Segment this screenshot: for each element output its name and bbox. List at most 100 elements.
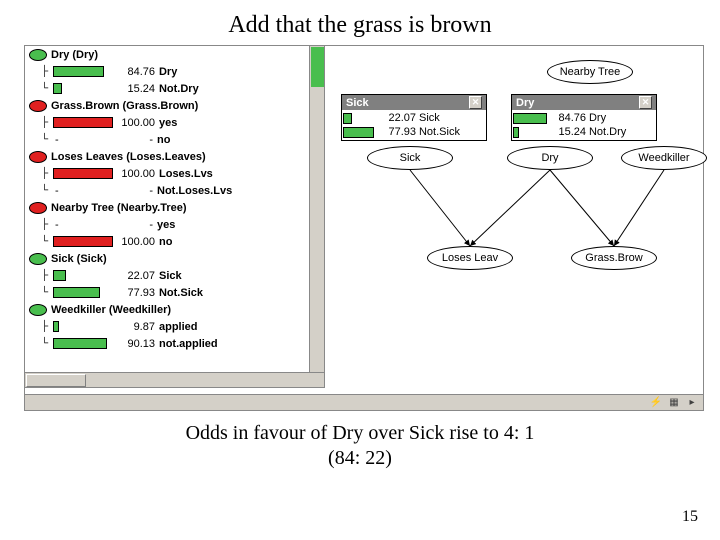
state-value: 100.00 bbox=[115, 168, 159, 180]
popup-state-value: 84.76 bbox=[555, 112, 589, 124]
state-label: Loses.Lvs bbox=[159, 168, 213, 180]
state-value: 15.24 bbox=[115, 83, 159, 95]
popup-titlebar[interactable]: Sick ✕ bbox=[342, 95, 486, 110]
belief-panel: Dry (Dry)├84.76Dry└15.24Not.DryGrass.Bro… bbox=[25, 46, 325, 388]
page-title: Add that the grass is brown bbox=[0, 0, 720, 45]
node-header[interactable]: Dry (Dry) bbox=[29, 46, 324, 63]
monitor-popup-sick[interactable]: Sick ✕ 22.07 Sick 77.93Not.Sick bbox=[341, 94, 487, 141]
popup-state-row: 15.24Not.Dry bbox=[513, 125, 655, 139]
node-header[interactable]: Grass.Brown (Grass.Brown) bbox=[29, 97, 324, 114]
node-header[interactable]: Nearby Tree (Nearby.Tree) bbox=[29, 199, 324, 216]
state-row[interactable]: └--Not.Loses.Lvs bbox=[29, 182, 324, 199]
node-header[interactable]: Loses Leaves (Loses.Leaves) bbox=[29, 148, 324, 165]
diagram-edge bbox=[614, 170, 664, 246]
evidence-node-icon bbox=[29, 202, 47, 214]
status-bar: ⚡ ▦ ▸ bbox=[25, 394, 703, 410]
state-value: - bbox=[113, 134, 157, 146]
popup-state-value: 22.07 bbox=[385, 112, 419, 124]
monitor-popup-dry[interactable]: Dry ✕ 84.76Dry15.24Not.Dry bbox=[511, 94, 657, 141]
diagram-edge bbox=[470, 170, 550, 246]
popup-state-value: 15.24 bbox=[555, 126, 589, 138]
state-row[interactable]: └100.00no bbox=[29, 233, 324, 250]
popup-body: 84.76Dry15.24Not.Dry bbox=[512, 110, 656, 140]
popup-title-label: Sick bbox=[346, 97, 369, 109]
state-bar bbox=[53, 236, 113, 247]
lightning-icon[interactable]: ⚡ bbox=[649, 396, 663, 410]
state-bar bbox=[53, 117, 113, 128]
state-row[interactable]: └--no bbox=[29, 131, 324, 148]
diagram-edge bbox=[410, 170, 470, 246]
state-row[interactable]: ├84.76Dry bbox=[29, 63, 324, 80]
state-value: 77.93 bbox=[115, 287, 159, 299]
app-workspace: Dry (Dry)├84.76Dry└15.24Not.DryGrass.Bro… bbox=[24, 45, 704, 411]
state-bar bbox=[53, 287, 100, 298]
vertical-scrollbar[interactable] bbox=[309, 46, 324, 388]
popup-state-label: Dry bbox=[589, 112, 606, 124]
state-label: Not.Loses.Lvs bbox=[157, 185, 232, 197]
state-value: 84.76 bbox=[115, 66, 159, 78]
state-bar-empty: - bbox=[53, 185, 113, 197]
state-bar-empty: - bbox=[53, 134, 113, 146]
state-row[interactable]: ├9.87applied bbox=[29, 318, 324, 335]
state-label: not.applied bbox=[159, 338, 218, 350]
state-label: yes bbox=[157, 219, 175, 231]
state-value: 9.87 bbox=[115, 321, 159, 333]
state-label: Sick bbox=[159, 270, 182, 282]
popup-state-value: 77.93 bbox=[385, 126, 419, 138]
diagram-node-weedkiller[interactable]: Weedkiller bbox=[621, 146, 707, 170]
state-bar bbox=[53, 338, 107, 349]
popup-state-label: Not.Sick bbox=[419, 126, 460, 138]
horizontal-scrollbar[interactable] bbox=[25, 372, 324, 387]
state-value: 100.00 bbox=[115, 236, 159, 248]
tree-connector-icon: ├ bbox=[41, 168, 53, 179]
slide-caption: Odds in favour of Dry over Sick rise to … bbox=[0, 421, 720, 471]
scroll-thumb[interactable] bbox=[26, 374, 86, 387]
state-label: Dry bbox=[159, 66, 177, 78]
state-value: 22.07 bbox=[115, 270, 159, 282]
state-row[interactable]: └ 90.13not.applied bbox=[29, 335, 324, 352]
state-row[interactable]: ├ 22.07Sick bbox=[29, 267, 324, 284]
caption-line-2: (84: 22) bbox=[0, 446, 720, 471]
close-icon[interactable]: ✕ bbox=[469, 96, 482, 109]
popup-titlebar[interactable]: Dry ✕ bbox=[512, 95, 656, 110]
popup-state-row: 84.76Dry bbox=[513, 111, 655, 125]
state-bar bbox=[53, 270, 66, 281]
state-row[interactable]: ├ 100.00Loses.Lvs bbox=[29, 165, 324, 182]
state-label: no bbox=[159, 236, 172, 248]
page-number: 15 bbox=[682, 508, 698, 526]
state-row[interactable]: └77.93Not.Sick bbox=[29, 284, 324, 301]
belief-panel-content: Dry (Dry)├84.76Dry└15.24Not.DryGrass.Bro… bbox=[25, 46, 324, 352]
state-value: 100.00 bbox=[115, 117, 159, 129]
node-label: Nearby Tree (Nearby.Tree) bbox=[51, 202, 187, 214]
node-header[interactable]: Weedkiller (Weedkiller) bbox=[29, 301, 324, 318]
diagram-node-sick[interactable]: Sick bbox=[367, 146, 453, 170]
node-label: Weedkiller (Weedkiller) bbox=[51, 304, 171, 316]
close-icon[interactable]: ✕ bbox=[639, 96, 652, 109]
play-icon[interactable]: ▸ bbox=[685, 396, 699, 410]
popup-state-bar bbox=[343, 127, 374, 138]
diagram-node-nearby-tree[interactable]: Nearby Tree bbox=[547, 60, 633, 84]
tree-connector-icon: ├ bbox=[41, 270, 53, 281]
popup-title-label: Dry bbox=[516, 97, 534, 109]
state-value: - bbox=[113, 219, 157, 231]
node-label: Sick (Sick) bbox=[51, 253, 107, 265]
tree-connector-icon: └ bbox=[41, 185, 53, 196]
tree-connector-icon: ├ bbox=[41, 117, 53, 128]
state-value: 90.13 bbox=[115, 338, 159, 350]
caption-line-1: Odds in favour of Dry over Sick rise to … bbox=[0, 421, 720, 446]
diagram-node-dry[interactable]: Dry bbox=[507, 146, 593, 170]
tree-connector-icon: └ bbox=[41, 134, 53, 145]
popup-state-row: 77.93Not.Sick bbox=[343, 125, 485, 139]
grid-icon[interactable]: ▦ bbox=[667, 396, 681, 410]
scroll-thumb[interactable] bbox=[311, 47, 324, 87]
tree-connector-icon: └ bbox=[41, 287, 53, 298]
diagram-node-grass-brow[interactable]: Grass.Brow bbox=[571, 246, 657, 270]
tree-connector-icon: └ bbox=[41, 338, 53, 349]
state-row[interactable]: ├100.00yes bbox=[29, 114, 324, 131]
state-row[interactable]: ├--yes bbox=[29, 216, 324, 233]
state-row[interactable]: └15.24Not.Dry bbox=[29, 80, 324, 97]
node-header[interactable]: Sick (Sick) bbox=[29, 250, 324, 267]
diagram-node-loses-leav[interactable]: Loses Leav bbox=[427, 246, 513, 270]
tree-connector-icon: ├ bbox=[41, 321, 53, 332]
chance-node-icon bbox=[29, 253, 47, 265]
